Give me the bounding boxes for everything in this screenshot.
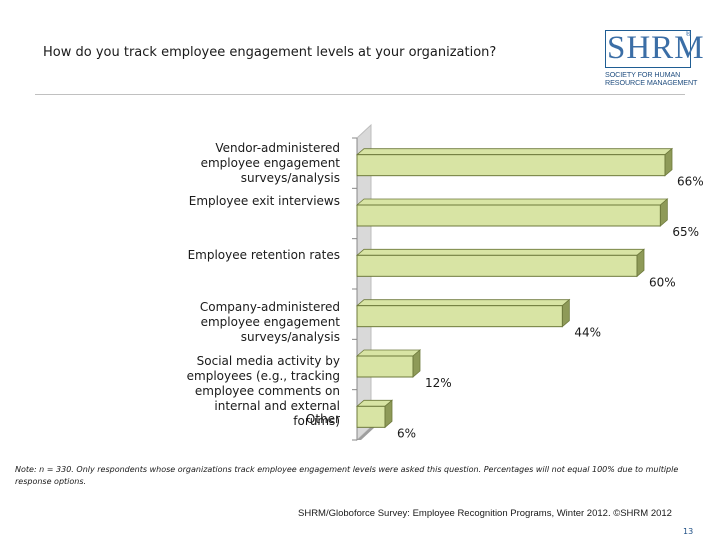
data-label: 66% — [677, 175, 704, 189]
survey-note-line-2: response options. — [15, 477, 87, 486]
shrm-logo: SHRM ® SOCIETY FOR HUMAN RESOURCE MANAGE… — [605, 30, 705, 106]
source-citation: SHRM/Globoforce Survey: Employee Recogni… — [298, 508, 672, 519]
category-label-line: Employee retention rates — [187, 248, 340, 262]
category-label: Social media activity by employees (e.g.,… — [0, 354, 340, 429]
data-label: 12% — [425, 376, 452, 390]
data-label: 44% — [574, 326, 601, 340]
category-label: Employee retention rates — [0, 248, 340, 263]
bar-top-face — [355, 248, 646, 256]
category-label-line: Vendor-administered — [215, 141, 340, 155]
bar — [356, 355, 414, 378]
logo-registered-mark: ® — [685, 30, 692, 38]
bar-top-face — [355, 299, 571, 307]
category-label-line: surveys/analysis — [240, 330, 340, 344]
category-label-line: employee engagement — [200, 315, 340, 329]
bar — [356, 154, 666, 177]
chart-floor — [357, 427, 375, 440]
logo-line-2: RESOURCE MANAGEMENT — [605, 78, 698, 87]
chart-title: How do you track employee engagement lev… — [43, 45, 497, 60]
bar — [356, 405, 386, 428]
category-label-line: surveys/analysis — [240, 171, 340, 185]
logo-wordmark: SHRM — [607, 30, 705, 66]
data-label: 6% — [397, 426, 416, 440]
survey-note: Note: n = 330. Only respondents whose or… — [15, 464, 695, 488]
logo-box — [605, 30, 691, 68]
bar-top-face — [355, 349, 422, 357]
category-label: Company-administered employee engagement s… — [0, 300, 340, 345]
bar — [356, 305, 563, 328]
data-label: 65% — [672, 225, 699, 239]
logo-line-1: SOCIETY FOR HUMAN — [605, 70, 681, 79]
data-label: 60% — [649, 275, 676, 289]
category-label: Vendor-administered employee engagement su… — [0, 141, 340, 186]
bar-top-face — [355, 198, 669, 206]
category-label-line: Employee exit interviews — [188, 194, 340, 208]
page-number: 13 — [683, 527, 694, 536]
category-label-line: Company-administered — [199, 300, 340, 314]
category-label: Employee exit interviews — [0, 194, 340, 209]
bar — [356, 204, 661, 227]
category-label-line: forums) — [293, 414, 340, 428]
category-label-line: Social media activity by — [196, 354, 340, 368]
bar-top-face — [355, 148, 674, 156]
bar — [356, 254, 638, 277]
category-label-line: employees (e.g., tracking — [186, 369, 340, 383]
category-label-line: employee engagement — [200, 156, 340, 170]
survey-note-line-1: Note: n = 330. Only respondents whose or… — [15, 465, 679, 474]
category-label: Other — [0, 412, 340, 427]
title-divider — [35, 94, 685, 95]
category-label-line: employee comments on — [194, 384, 340, 398]
category-label-line: Other — [305, 412, 340, 426]
category-label-line: internal and external — [214, 399, 340, 413]
